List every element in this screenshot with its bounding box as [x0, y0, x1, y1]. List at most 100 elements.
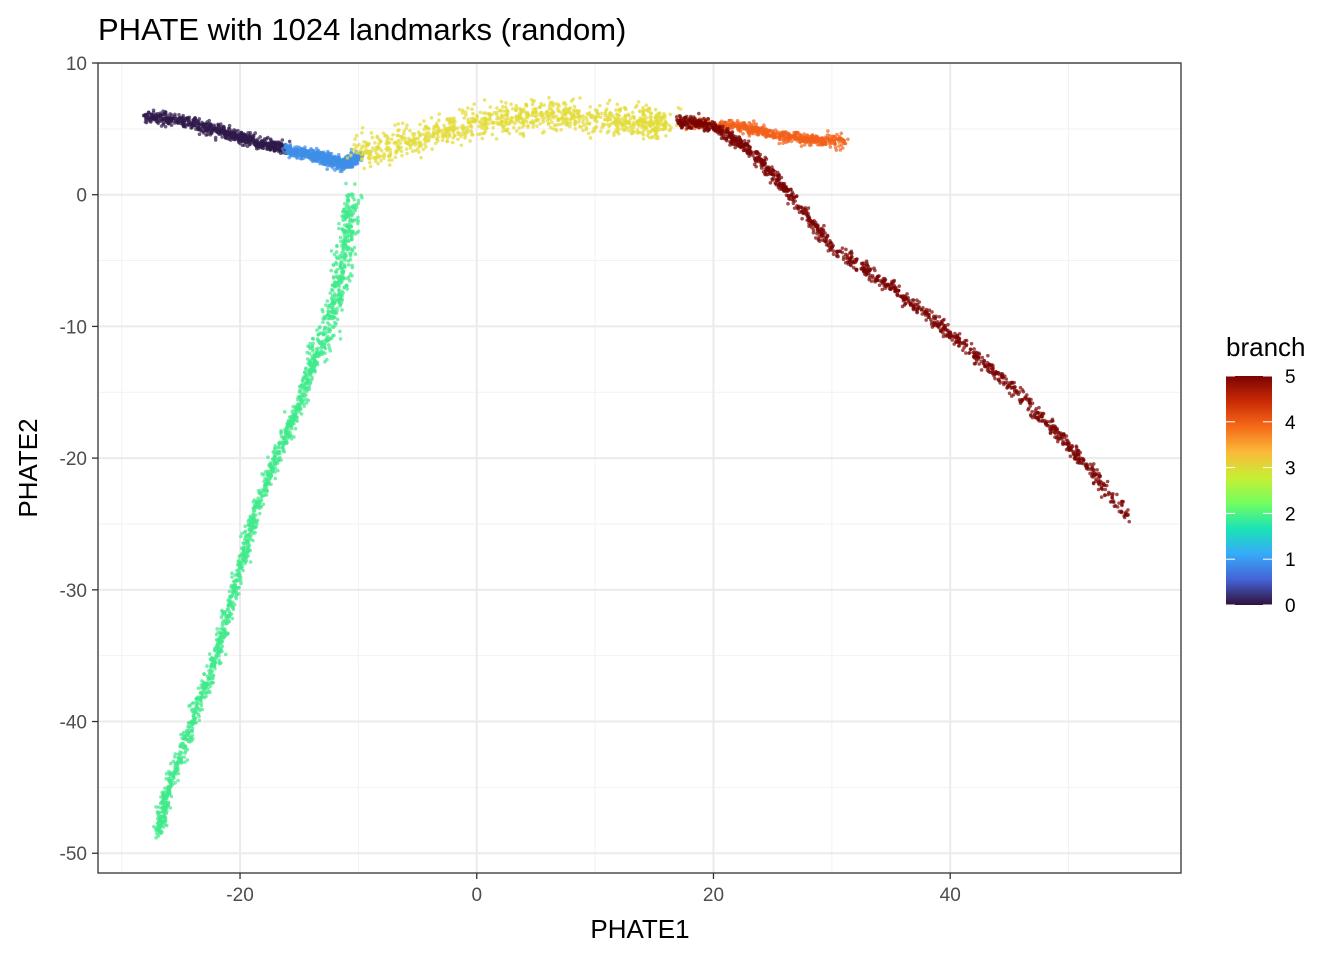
data-point	[244, 135, 248, 140]
data-point	[388, 152, 393, 157]
data-point	[248, 560, 253, 564]
data-point	[255, 139, 260, 144]
data-point	[220, 623, 225, 627]
data-point	[542, 129, 546, 134]
data-point	[330, 163, 335, 168]
data-point	[431, 132, 436, 137]
data-point	[518, 131, 523, 136]
data-point	[190, 126, 194, 130]
data-point	[169, 123, 174, 128]
data-point	[577, 124, 582, 129]
data-point	[305, 378, 310, 383]
data-point	[147, 115, 152, 120]
data-point	[202, 122, 206, 127]
data-point	[189, 724, 193, 728]
data-point	[166, 121, 171, 125]
data-point	[361, 144, 365, 148]
data-point	[318, 331, 322, 336]
data-point	[503, 128, 508, 133]
data-point	[697, 111, 701, 116]
data-point	[185, 116, 190, 120]
data-point	[224, 620, 228, 624]
data-point	[460, 108, 465, 113]
data-point	[230, 575, 234, 579]
data-point	[462, 125, 467, 130]
data-point	[216, 639, 221, 644]
data-point	[348, 272, 353, 276]
data-point	[345, 247, 349, 252]
data-point	[771, 136, 776, 140]
data-point	[339, 259, 344, 264]
data-point	[261, 502, 266, 507]
data-point	[470, 107, 474, 112]
data-point	[832, 139, 837, 143]
plot-panel	[98, 63, 1181, 873]
data-point	[338, 278, 343, 282]
data-point	[422, 127, 427, 132]
data-point	[286, 428, 291, 433]
data-point	[316, 338, 320, 343]
data-point	[567, 110, 572, 115]
data-point	[402, 129, 406, 133]
data-point	[276, 445, 280, 450]
data-point	[143, 117, 148, 121]
data-point	[230, 571, 234, 576]
data-point	[647, 135, 652, 140]
data-point	[623, 125, 628, 130]
data-point	[296, 407, 301, 411]
data-point	[641, 133, 646, 137]
data-point	[354, 150, 358, 155]
data-point	[350, 230, 355, 235]
data-point	[828, 145, 833, 149]
data-point	[538, 121, 543, 126]
data-point	[463, 136, 467, 140]
data-point	[524, 120, 529, 124]
data-point	[328, 349, 333, 353]
data-point	[382, 152, 386, 156]
data-point	[337, 160, 342, 164]
data-point	[149, 120, 153, 124]
data-point	[168, 112, 172, 116]
data-point	[397, 147, 401, 152]
data-point	[396, 122, 401, 126]
data-point	[608, 117, 613, 122]
data-point	[549, 111, 554, 116]
data-point	[217, 661, 222, 666]
data-point	[531, 107, 536, 112]
data-point	[356, 201, 361, 205]
data-point	[329, 268, 333, 273]
data-point	[729, 122, 733, 127]
data-point	[521, 132, 526, 137]
data-point	[647, 109, 651, 114]
data-point	[339, 239, 343, 244]
data-point	[276, 468, 280, 473]
data-point	[496, 115, 500, 120]
data-point	[408, 128, 412, 133]
data-point	[198, 708, 202, 713]
data-point	[210, 655, 214, 660]
data-point	[404, 147, 409, 151]
data-point	[243, 524, 247, 529]
data-point	[186, 122, 190, 127]
data-point	[253, 142, 257, 147]
data-point	[202, 672, 206, 676]
data-point	[270, 457, 275, 461]
data-point	[777, 141, 782, 146]
data-point	[333, 282, 337, 287]
data-point	[513, 121, 517, 126]
data-point	[754, 122, 759, 126]
data-point	[351, 219, 355, 224]
data-point	[664, 133, 668, 138]
data-point	[465, 125, 470, 129]
data-point	[235, 568, 239, 573]
data-point	[407, 142, 411, 147]
data-point	[187, 704, 191, 708]
data-point	[326, 151, 331, 156]
data-point	[167, 789, 172, 794]
data-point	[254, 513, 258, 517]
data-point	[346, 263, 351, 267]
data-point	[477, 124, 481, 129]
data-point	[690, 121, 694, 126]
data-point	[308, 358, 313, 363]
data-point	[255, 500, 260, 505]
